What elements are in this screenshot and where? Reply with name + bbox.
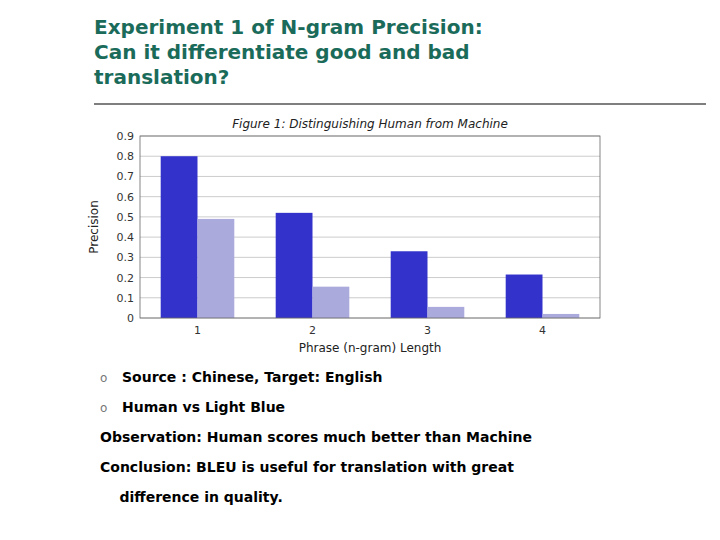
bar: [198, 219, 235, 318]
plot-frame: [140, 136, 600, 318]
x-axis-label: Phrase (n-gram) Length: [299, 341, 442, 355]
bar: [276, 213, 313, 318]
y-tick-label: 0.9: [117, 130, 135, 143]
bar: [506, 275, 543, 318]
bullet-item: Human vs Light Blue: [122, 399, 285, 415]
x-tick-label: 3: [424, 324, 431, 337]
x-tick-label: 4: [539, 324, 546, 337]
y-tick-label: 0.8: [117, 150, 135, 163]
body-line: Observation: Human scores much better th…: [100, 429, 532, 445]
y-tick-label: 0.1: [117, 292, 135, 305]
y-tick-label: 0.3: [117, 251, 135, 264]
page: Experiment 1 of N-gram Precision:Can it …: [0, 0, 720, 540]
bullet-symbol: o: [100, 401, 107, 415]
heading-line: Experiment 1 of N-gram Precision:: [94, 15, 483, 39]
bar: [543, 314, 580, 318]
bar: [161, 156, 198, 318]
bar: [313, 287, 350, 318]
grid-line: [140, 156, 600, 157]
y-tick-label: 0.5: [117, 211, 135, 224]
bar: [428, 307, 465, 318]
heading-line: Can it differentiate good and bad: [94, 40, 470, 64]
bullet-item: Source : Chinese, Target: English: [122, 369, 382, 385]
heading-line: translation?: [94, 65, 229, 89]
x-tick-label: 2: [309, 324, 316, 337]
grid-line: [140, 176, 600, 177]
chart-title: Figure 1: Distinguishing Human from Mach…: [232, 117, 508, 131]
y-tick-label: 0.7: [117, 170, 135, 183]
grid-line: [140, 216, 600, 217]
y-tick-label: 0.2: [117, 272, 135, 285]
separator: [94, 103, 706, 104]
bars: [161, 156, 580, 318]
grid-line: [140, 196, 600, 197]
y-tick-label: 0: [127, 312, 134, 325]
y-axis-label: Precision: [87, 200, 101, 254]
bullet-symbol: o: [100, 371, 107, 385]
bar: [391, 251, 428, 318]
body-line: difference in quality.: [100, 489, 283, 505]
y-tick-label: 0.6: [117, 191, 135, 204]
x-tick-label: 1: [194, 324, 201, 337]
body-line: Conclusion: BLEU is useful for translati…: [100, 459, 514, 475]
y-tick-label: 0.4: [117, 231, 135, 244]
